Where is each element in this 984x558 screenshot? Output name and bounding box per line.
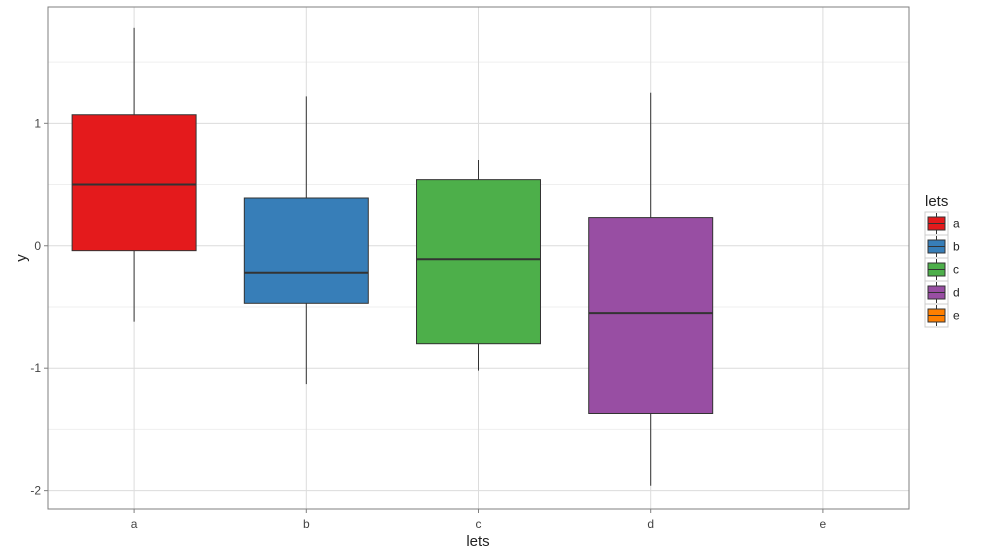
legend-label: a (953, 217, 960, 231)
legend-title: lets (925, 193, 948, 210)
legend-entry-b: b (924, 234, 960, 259)
y-tick-label: 1 (34, 116, 41, 130)
legend-label: d (953, 286, 960, 300)
x-tick-label: b (303, 517, 310, 531)
boxes (71, 27, 714, 486)
legend-entry-d: d (924, 280, 960, 305)
y-tick-label: -1 (30, 361, 41, 375)
legend-label: e (953, 309, 960, 323)
box-body (71, 114, 197, 252)
box-a (71, 27, 197, 322)
y-tick-label: 0 (34, 239, 41, 253)
y-axis: 1 0 -1 -2 (30, 116, 48, 498)
box-b (243, 96, 369, 385)
legend-label: b (953, 240, 960, 254)
legend-label: c (953, 263, 959, 277)
box-body (588, 217, 714, 414)
legend-entry-c: c (924, 257, 959, 282)
y-tick-label: -2 (30, 484, 41, 498)
x-tick-label: a (131, 517, 138, 531)
x-tick-label: d (647, 517, 654, 531)
y-axis-title: y (13, 254, 30, 262)
legend-entry-e: e (924, 303, 960, 328)
x-axis-title: lets (466, 533, 489, 550)
box-body (243, 197, 369, 304)
x-axis: a b c d e (131, 509, 827, 531)
box-body (416, 179, 541, 345)
box-c (416, 160, 541, 371)
x-tick-label: e (820, 517, 827, 531)
legend-entry-a: a (924, 211, 960, 236)
box-d (588, 92, 714, 486)
x-tick-label: c (476, 517, 482, 531)
